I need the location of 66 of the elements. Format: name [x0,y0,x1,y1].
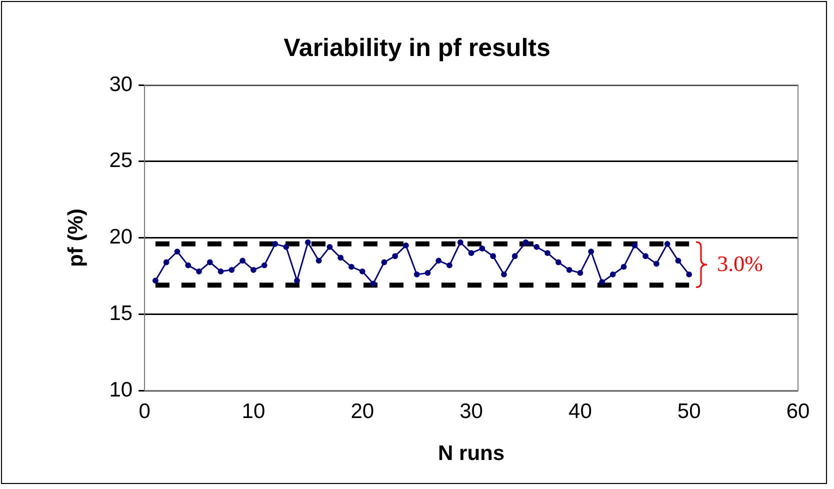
point [544,250,550,256]
point [414,272,420,278]
point [152,278,158,284]
y-tick-label: 15 [109,302,133,325]
point [501,272,507,278]
point [392,253,398,260]
y-tick-label: 10 [109,378,133,402]
point [577,270,584,276]
point [446,262,452,268]
point [163,259,170,266]
point [326,244,333,250]
point [534,244,540,250]
point [599,279,605,286]
point [479,246,486,252]
point [490,253,496,260]
point [632,242,638,248]
point [686,272,692,278]
point [206,259,213,266]
x-tick-label: 60 [786,400,810,423]
point [675,258,682,264]
point [283,244,290,250]
x-tick-label: 50 [677,400,701,423]
point [240,258,246,264]
chart-title: Variability in pf results [282,34,552,63]
point [620,264,627,270]
x-tick-label: 30 [460,400,483,423]
y-tick-label: 30 [109,72,133,96]
point [185,262,192,268]
y-tick-label: 25 [109,149,133,172]
point [294,278,300,284]
point [196,268,202,274]
point [522,239,529,246]
point [457,239,464,246]
point [316,258,322,264]
x-axis-title: N runs [438,442,505,466]
point [642,253,648,260]
point [610,272,616,278]
point [555,259,562,266]
point [424,270,431,276]
point [359,268,366,274]
point [588,248,594,254]
point [402,242,409,248]
x-tick-label: 40 [568,400,592,423]
point [348,264,354,270]
point [436,258,442,264]
y-axis-title: pf (%) [64,208,88,267]
point [261,262,268,268]
point [566,266,572,273]
point [653,260,660,267]
point [370,280,376,287]
y-tick-label: 20 [109,226,133,249]
point [381,259,388,266]
x-tick-label: 0 [138,400,150,423]
point [468,250,474,256]
point [338,254,344,261]
point [664,240,670,247]
point [228,266,235,273]
point [304,239,311,246]
point [512,253,518,260]
point [250,266,256,273]
point [272,240,278,247]
annotation: 3.0% [717,250,763,277]
x-tick-label: 20 [350,400,374,423]
x-tick-label: 10 [242,400,266,423]
point [174,248,180,254]
point [218,268,224,274]
